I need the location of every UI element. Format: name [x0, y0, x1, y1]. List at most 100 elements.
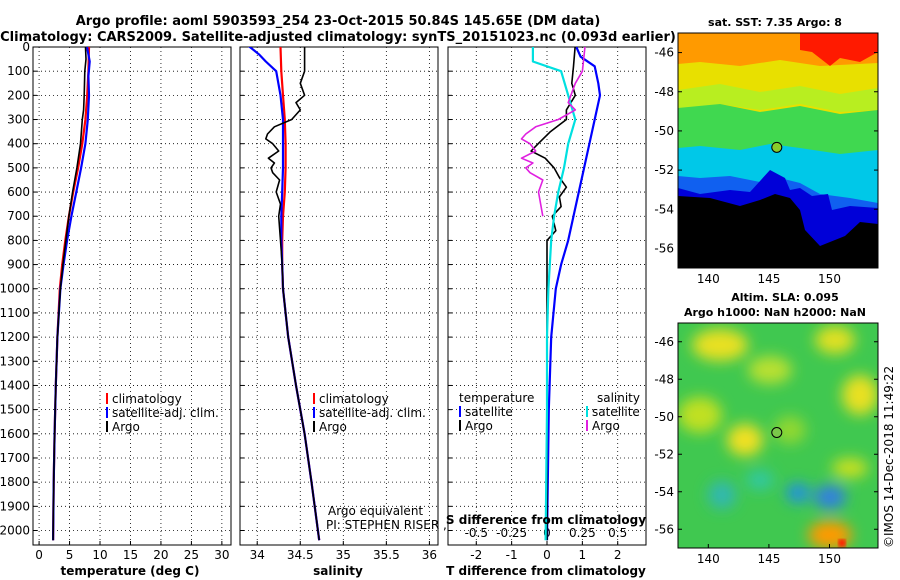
sla-map-panel: Altim. SLA: 0.095 Argo h1000: NaN h2000:…	[654, 291, 879, 566]
depth-tick-label: 1400	[0, 378, 30, 392]
sla-map-ticks: 140 145 150 -46 -48 -50 -52 -54 -56	[654, 335, 878, 566]
sst-map-frame	[677, 32, 879, 269]
map-y-tick-label: -56	[654, 522, 674, 536]
legend-swatch	[586, 406, 588, 417]
depth-tick-label: 1100	[0, 306, 30, 320]
x-tick-label: 36	[422, 548, 437, 562]
sla-map-title: Altim. SLA: 0.095	[731, 291, 838, 304]
depth-tick-label: 1600	[0, 427, 30, 441]
salinity-x-label: salinity	[313, 564, 363, 578]
sst-map-panel: sat. SST: 7.35 Argo: 8 140 145 150 -46 -48 -5…	[654, 16, 879, 286]
map-x-tick-label: 145	[757, 272, 780, 286]
temperature-satellite-line	[545, 47, 602, 541]
map-y-tick-label: -50	[654, 124, 674, 138]
depth-tick-label: 1900	[0, 499, 30, 513]
depth-tick-label: 1200	[0, 330, 30, 344]
legend-label: Argo	[592, 419, 620, 433]
map-x-tick-label: 145	[757, 552, 780, 566]
legend-label: Argo	[465, 419, 493, 433]
x2-tick-label: 0.5	[608, 526, 627, 540]
legend-label: Argo	[112, 420, 140, 434]
legend-swatch	[459, 420, 461, 431]
difference-legend: temperature salinitysatelliteArgosatellit…	[459, 391, 640, 433]
map-y-tick-label: -56	[654, 241, 674, 255]
depth-tick-label: 1700	[0, 451, 30, 465]
depth-tick-label: 2000	[0, 523, 30, 537]
difference-panel: -2 -1 0 1 2 -0.5 -0.25 0 0.25 0.5 T difference f…	[446, 46, 647, 578]
argo-location-marker-sla	[771, 427, 783, 438]
x-tick-label: 0	[543, 548, 551, 562]
map-y-tick-label: -48	[654, 372, 674, 386]
legend-salinity-heading: salinity	[597, 391, 640, 405]
salinity-argo-line	[520, 47, 586, 217]
depth-tick-label: 100	[7, 64, 30, 78]
legend-label: satellite	[465, 405, 513, 419]
legend-label: satellite	[592, 405, 640, 419]
x-tick-label: 35.5	[373, 548, 400, 562]
depth-tick-label: 500	[7, 161, 30, 175]
legend-label: satellite-adj. clim.	[112, 406, 219, 420]
map-y-tick-label: -48	[654, 85, 674, 99]
sst-map-title: sat. SST: 7.35 Argo: 8	[708, 16, 842, 29]
argo-equivalent-note: Argo equivalent	[328, 504, 423, 518]
legend-swatch	[106, 407, 108, 418]
map-x-tick-label: 150	[818, 552, 841, 566]
legend-label: Argo	[319, 420, 347, 434]
sla-map-subtitle: Argo h1000: NaN h2000: NaN	[684, 306, 866, 319]
argo-location-marker-sst	[771, 141, 783, 153]
x-tick-label: 34.5	[287, 548, 314, 562]
legend-swatch	[459, 406, 461, 417]
legend-swatch	[313, 407, 315, 418]
depth-tick-label: 800	[7, 233, 30, 247]
legend-swatch	[313, 393, 315, 404]
depth-tick-label: 300	[7, 113, 30, 127]
sst-map-field	[678, 33, 878, 268]
depth-tick-label: 1800	[0, 475, 30, 489]
depth-tick-label: 1500	[0, 403, 30, 417]
depth-tick-label: 1000	[0, 282, 30, 296]
salinity-panel: 34 34.5 35 35.5 36 salinity climatologysatel…	[239, 46, 569, 578]
sst-map-ticks: 140 145 150 -46 -48 -50 -52 -54 -56	[654, 46, 878, 286]
map-x-tick-label: 150	[818, 272, 841, 286]
map-y-tick-label: -54	[654, 485, 674, 499]
map-y-tick-label: -52	[654, 447, 674, 461]
difference-x-ticks: -2 -1 0 1 2	[470, 548, 621, 562]
map-y-tick-label: -46	[654, 335, 674, 349]
depth-tick-label: 400	[7, 137, 30, 151]
temperature-axes-frame	[32, 46, 232, 546]
depth-tick-label: 200	[7, 88, 30, 102]
salinity-lines	[248, 47, 321, 541]
x2-tick-label: -0.25	[496, 526, 527, 540]
salinity-x-ticks: 34 34.5 35 35.5 36	[250, 548, 437, 562]
map-y-tick-label: -46	[654, 46, 674, 60]
x-tick-label: 25	[184, 548, 199, 562]
temperature-panel: 0100200300400500600700800900100011001200…	[0, 40, 232, 578]
depth-tick-label: 600	[7, 185, 30, 199]
figure-title-line-1: Argo profile: aoml 5903593_254 23-Oct-20…	[76, 14, 601, 29]
argo-line	[264, 47, 320, 541]
x-tick-label: 5	[66, 548, 74, 562]
x-tick-label: 35	[336, 548, 351, 562]
depth-tick-label: 900	[7, 258, 30, 272]
temperature-x-label: temperature (deg C)	[61, 564, 200, 578]
difference-lines	[520, 47, 602, 541]
imos-stamp: ©IMOS 14-Dec-2018 11:49:22	[882, 366, 896, 548]
depth-tick-label: 1300	[0, 354, 30, 368]
map-x-tick-label: 140	[697, 552, 720, 566]
x-tick-label: 15	[123, 548, 138, 562]
legend-swatch	[313, 421, 315, 432]
temperature-lines	[52, 47, 91, 541]
x-tick-label: 10	[92, 548, 107, 562]
legend-label: satellite-adj. clim.	[319, 406, 426, 420]
sla-map-frame	[677, 322, 879, 549]
legend-label: climatology	[319, 392, 389, 406]
x-tick-label: 20	[153, 548, 168, 562]
legend-swatch	[106, 393, 108, 404]
map-y-tick-label: -50	[654, 410, 674, 424]
temperature-depth-ticks: 0 100 200 300 400 500 600 700 800 900 1000 1100 1200…	[0, 40, 30, 537]
salinity-axes-frame	[239, 46, 439, 546]
difference-x2-label: S difference from climatology	[446, 513, 646, 527]
x-tick-label: -2	[470, 548, 482, 562]
